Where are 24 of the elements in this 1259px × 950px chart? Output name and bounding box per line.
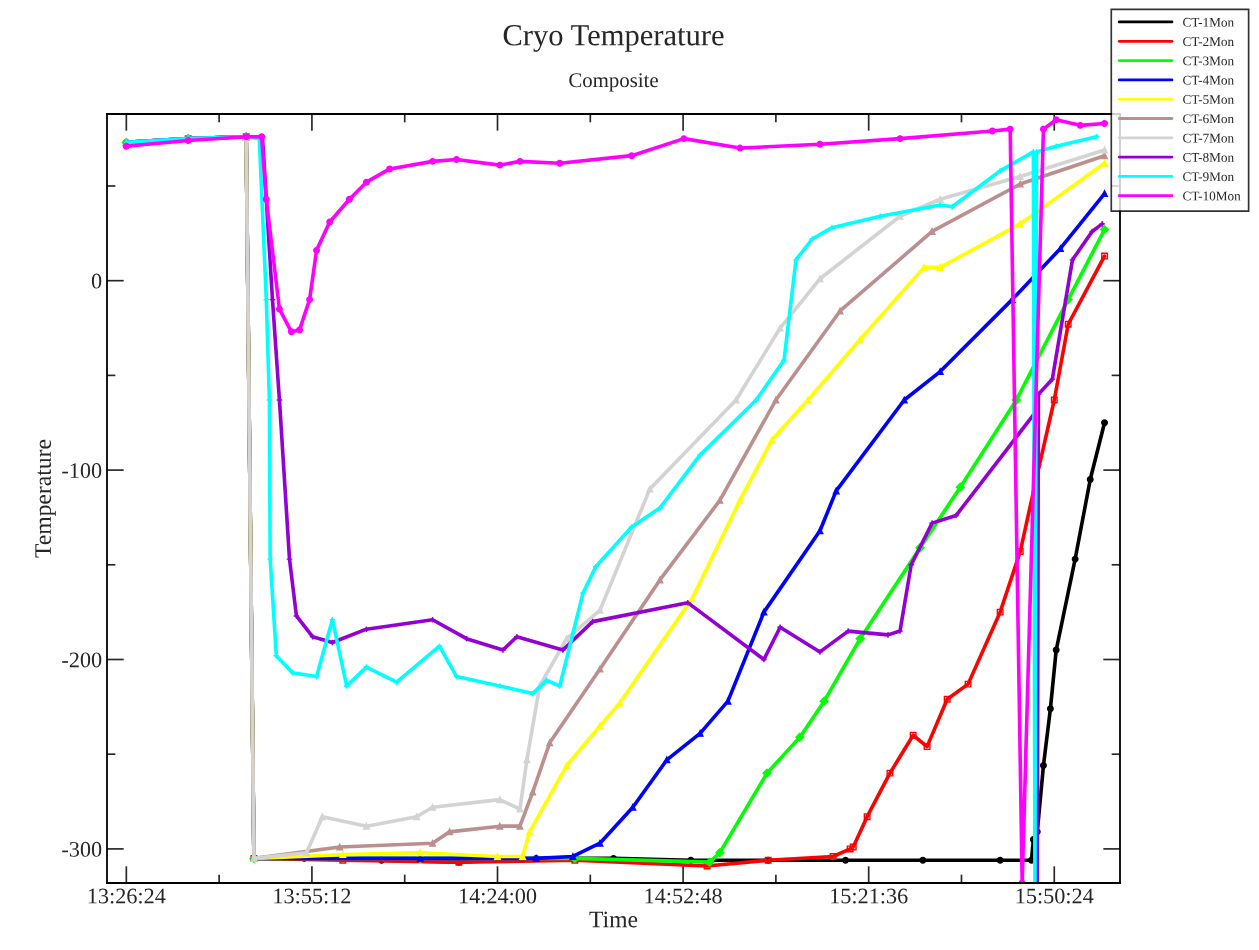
y-tick-label: -100	[62, 463, 102, 479]
legend-label: CT-4Mon	[1183, 75, 1234, 85]
y-tick-label: -200	[62, 652, 102, 668]
legend-label: CT-6Mon	[1183, 114, 1234, 124]
legend-label: CT-2Mon	[1183, 37, 1234, 47]
x-tick-label: 14:24:00	[459, 888, 537, 904]
x-tick-label: 15:21:36	[831, 888, 908, 904]
x-tick-label: 13:55:12	[274, 888, 351, 904]
x-tick-label: 13:26:24	[88, 888, 166, 904]
legend-label: CT-10Mon	[1183, 191, 1241, 201]
legend-label: CT-1Mon	[1183, 17, 1234, 27]
x-tick-label: 15:50:24	[1016, 888, 1094, 904]
y-tick-label: -300	[62, 841, 102, 857]
legend-label: CT-3Mon	[1183, 56, 1234, 66]
y-axis-title: Temperature	[35, 439, 56, 558]
legend-label: CT-9Mon	[1183, 172, 1234, 182]
legend-label: CT-8Mon	[1183, 152, 1234, 162]
chart-title: Cryo Temperature	[503, 25, 724, 52]
legend-label: CT-7Mon	[1183, 133, 1234, 143]
x-tick-label: 14:52:48	[645, 888, 722, 904]
y-tick-label: 0	[91, 273, 102, 289]
legend-label: CT-5Mon	[1183, 95, 1234, 104]
x-axis-title: Time	[589, 911, 638, 928]
chart-subtitle: Composite	[569, 73, 658, 92]
